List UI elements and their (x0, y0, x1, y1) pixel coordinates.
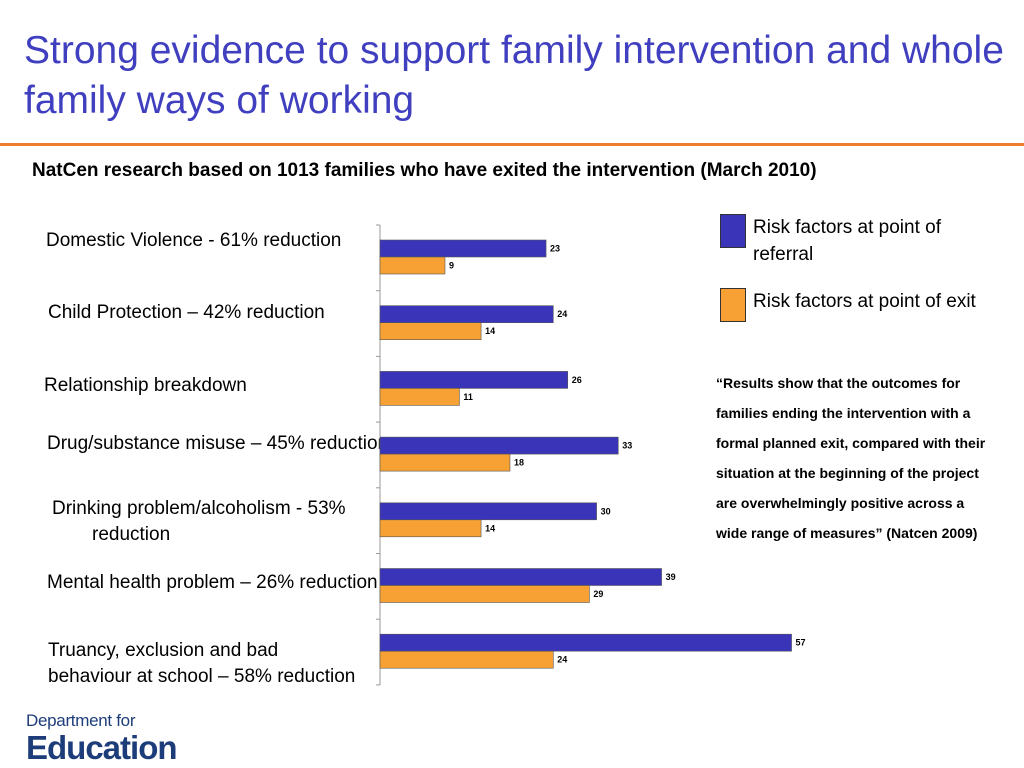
data-label-exit-0: 9 (449, 261, 454, 271)
data-label-referral-6: 57 (796, 638, 806, 648)
legend-label-referral: Risk factors at point of referral (753, 217, 941, 265)
logo-line-1: Department for (26, 711, 136, 730)
category-label-domestic-violence: Domestic Violence - 61% reduction (46, 230, 342, 251)
data-label-exit-5: 29 (593, 589, 603, 599)
bar-exit-4 (379, 519, 482, 538)
title-divider (0, 143, 1024, 146)
bar-referral-5 (379, 568, 662, 586)
category-label-mental-health: Mental health problem – 26% reduction (47, 572, 378, 593)
category-label-relationship-breakdown: Relationship breakdown (44, 375, 247, 396)
bar-referral-4 (379, 502, 597, 521)
subtitle: NatCen research based on 1013 families w… (32, 160, 817, 181)
bar-exit-5 (379, 585, 590, 603)
data-label-exit-3: 18 (514, 458, 524, 468)
bar-exit-6 (379, 650, 554, 669)
legend-label-exit: Risk factors at point of exit (753, 291, 976, 312)
bar-referral-6 (379, 633, 792, 652)
page-title: Strong evidence to support family interv… (24, 29, 1004, 122)
data-label-referral-0: 23 (550, 244, 560, 254)
data-label-exit-4: 14 (485, 523, 495, 533)
logo-line-2: Education (26, 729, 178, 766)
data-label-referral-5: 39 (666, 572, 676, 582)
bar-referral-1 (379, 305, 554, 323)
category-label-child-protection: Child Protection – 42% reduction (48, 302, 325, 323)
bar-exit-0 (379, 256, 446, 275)
legend-swatch-referral (720, 214, 746, 248)
bar-exit-3 (379, 453, 511, 472)
department-for-education-logo: Department for Education (26, 711, 178, 766)
bar-exit-2 (379, 388, 460, 406)
data-label-exit-2: 11 (463, 392, 473, 402)
risk-factors-bar-chart: 23 9 24 14 26 11 33 18 30 14 39 29 57 24 (376, 224, 806, 686)
data-label-exit-1: 14 (485, 326, 495, 336)
bar-referral-3 (379, 436, 619, 455)
data-label-referral-4: 30 (601, 506, 611, 516)
data-label-referral-3: 33 (622, 441, 632, 451)
bar-referral-2 (379, 371, 569, 389)
data-label-referral-1: 24 (557, 309, 567, 319)
bar-referral-0 (379, 239, 547, 258)
category-label-drug-misuse: Drug/substance misuse – 45% reduction (47, 433, 389, 454)
data-label-referral-2: 26 (572, 375, 582, 385)
legend-swatch-exit (720, 288, 746, 322)
bar-exit-1 (379, 322, 482, 340)
natcen-quote: “Results show that the outcomes for fami… (716, 375, 986, 541)
category-label-drinking-problem: Drinking problem/alcoholism - 53% reduct… (52, 498, 346, 545)
data-label-exit-6: 24 (557, 655, 567, 665)
category-label-truancy: Truancy, exclusion and bad behaviour at … (48, 640, 356, 687)
